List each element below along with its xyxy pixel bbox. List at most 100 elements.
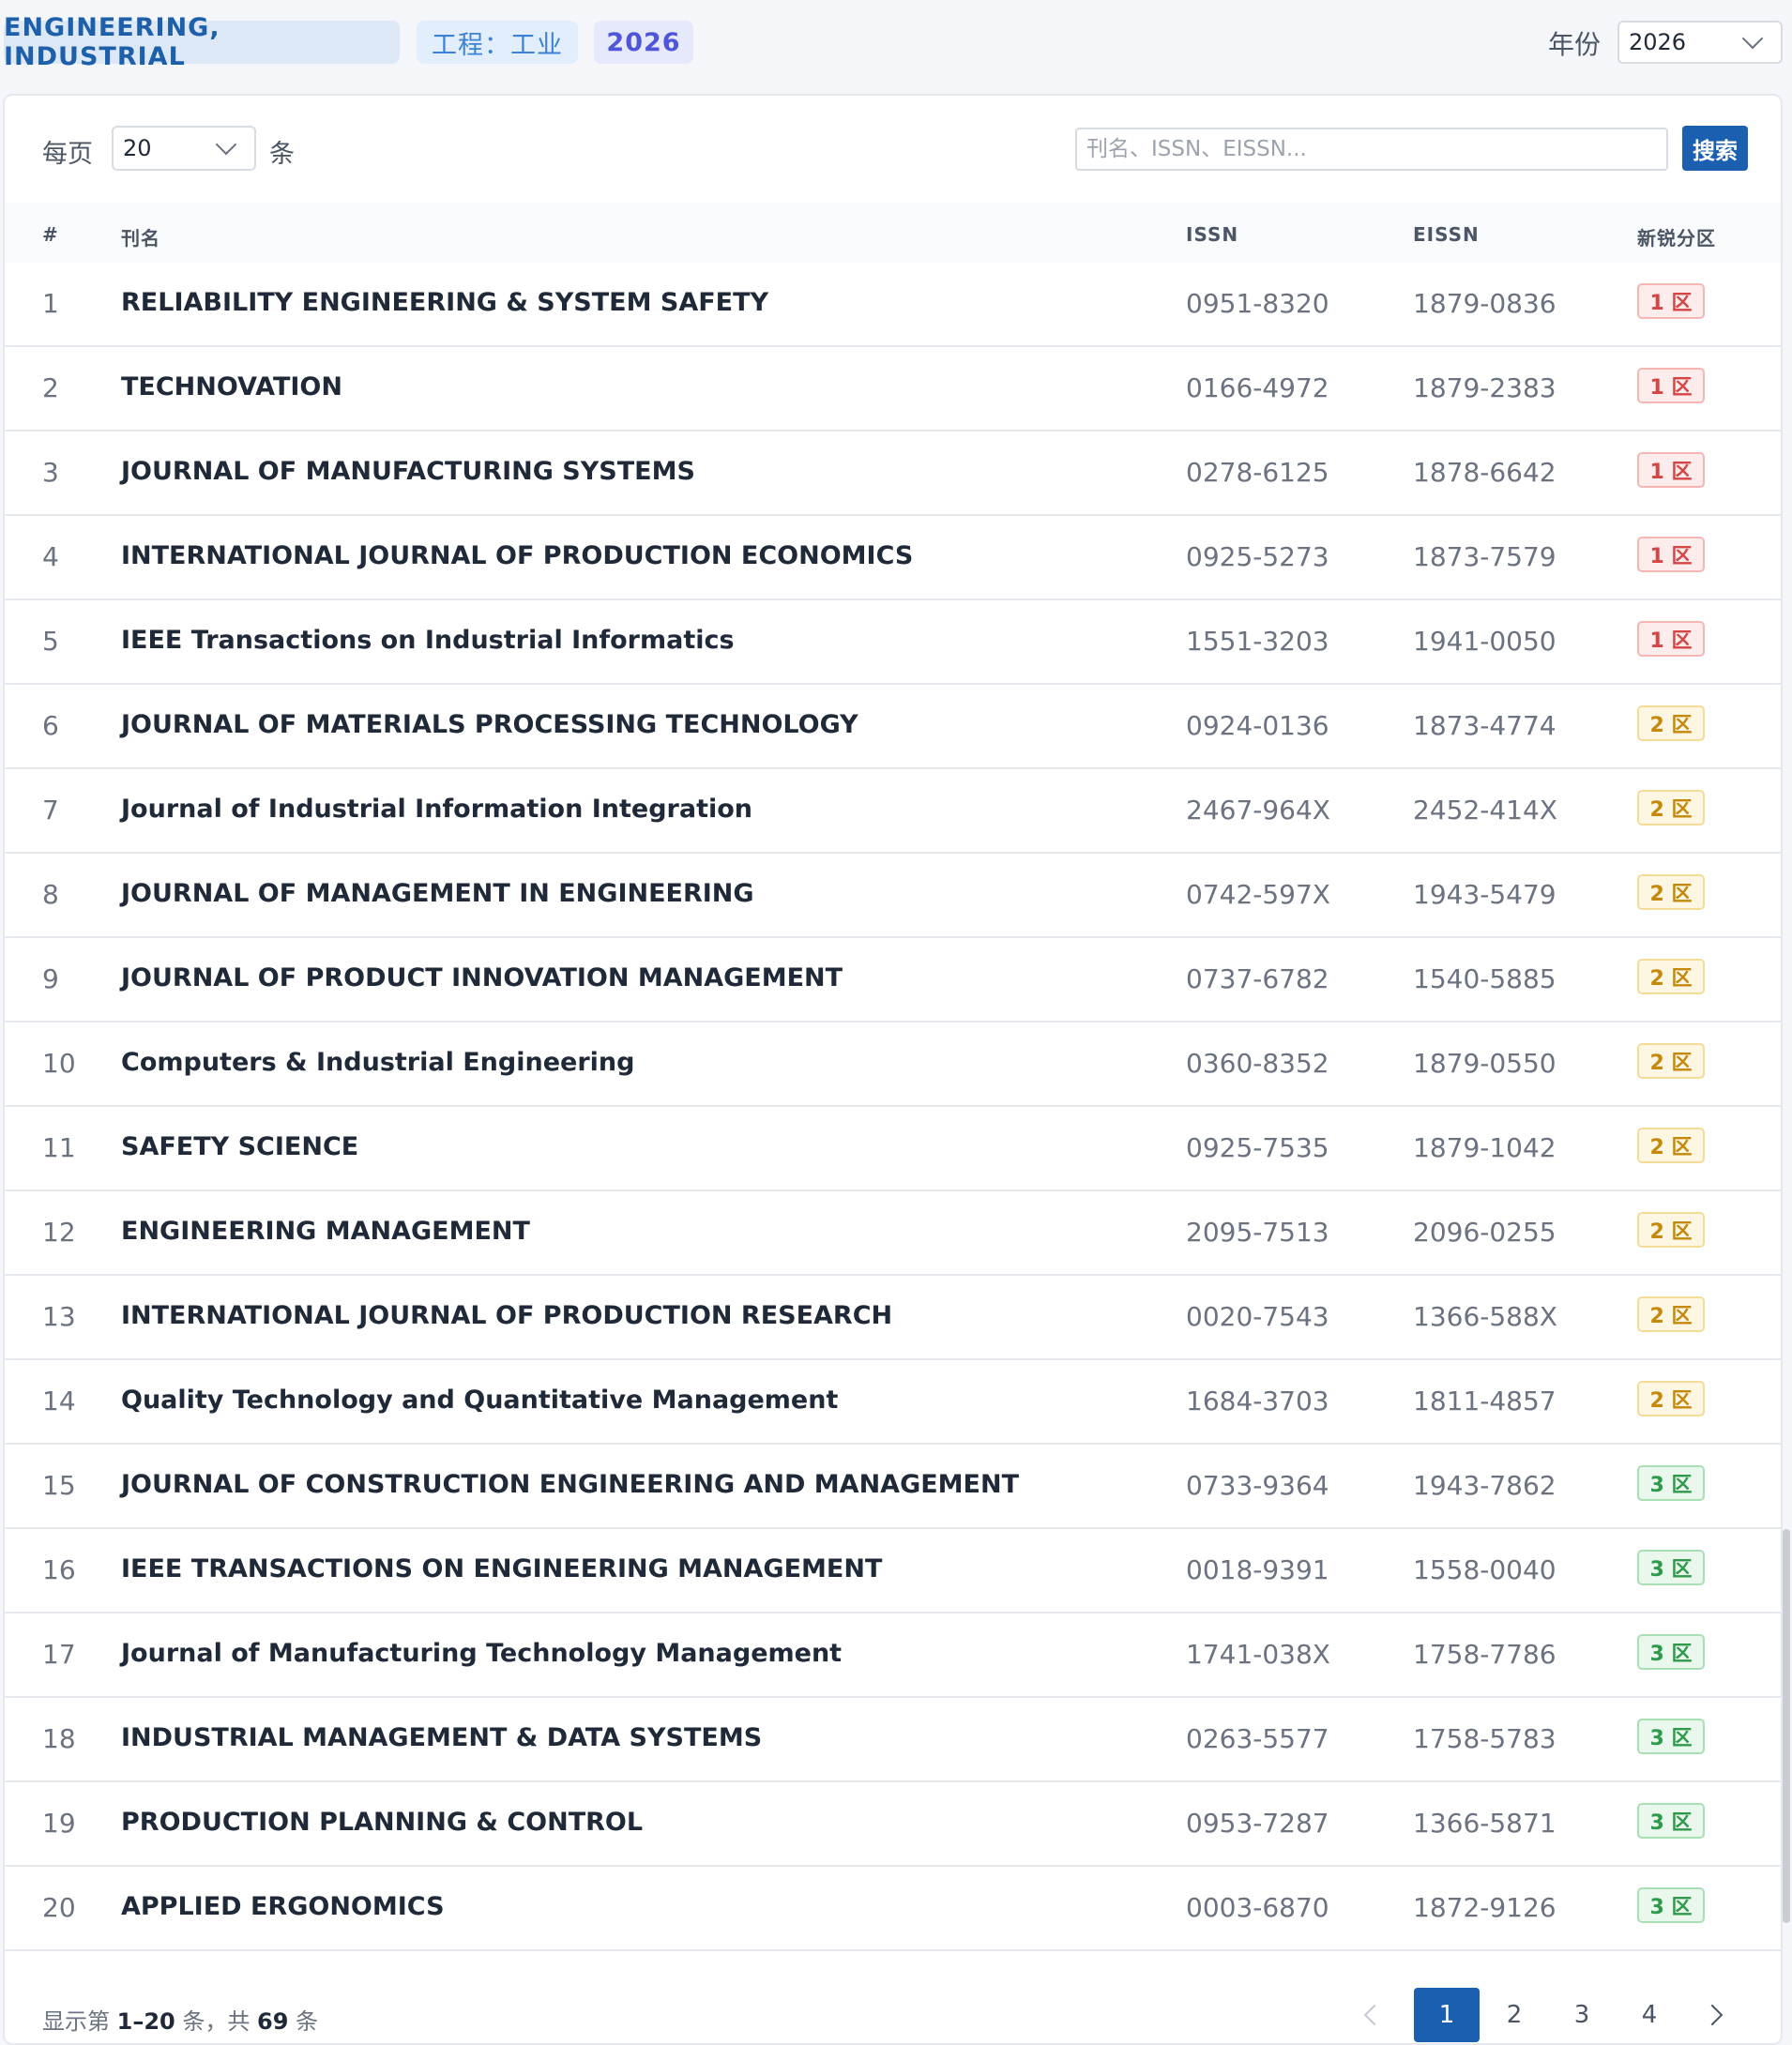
table-row[interactable]: 17 Journal of Manufacturing Technology Ma… xyxy=(5,1613,1781,1698)
issn-cell: 0742-597X xyxy=(1186,879,1330,910)
zone-badge: 1 区 xyxy=(1637,283,1705,319)
toolbar: 每页 20 条 搜索 xyxy=(5,96,1781,204)
eissn-cell: 1943-7862 xyxy=(1413,1470,1557,1501)
journal-name-link[interactable]: INTERNATIONAL JOURNAL OF PRODUCTION RESE… xyxy=(121,1301,893,1330)
summary-range: 1–20 xyxy=(116,2008,175,2035)
table-header: # 刊名 ISSN EISSN 新锐分区 xyxy=(5,203,1781,263)
eissn-cell: 1811-4857 xyxy=(1413,1386,1557,1416)
search-input[interactable] xyxy=(1075,128,1668,171)
zone-badge: 2 区 xyxy=(1637,874,1705,910)
journal-name-link[interactable]: APPLIED ERGONOMICS xyxy=(121,1892,445,1921)
table-row[interactable]: 6 JOURNAL OF MATERIALS PROCESSING TECHNOL… xyxy=(5,685,1781,769)
eissn-cell: 1758-5783 xyxy=(1413,1723,1557,1754)
pagination-next[interactable] xyxy=(1693,1988,1731,2042)
table-row[interactable]: 7 Journal of Industrial Information Integ… xyxy=(5,769,1781,854)
column-header-name: 刊名 xyxy=(121,227,160,250)
table-row[interactable]: 14 Quality Technology and Quantitative Ma… xyxy=(5,1360,1781,1445)
zone-badge: 2 区 xyxy=(1637,1212,1705,1248)
pagination-page-3[interactable]: 3 xyxy=(1573,2001,1590,2029)
eissn-cell: 2096-0255 xyxy=(1413,1217,1557,1248)
table-row[interactable]: 19 PRODUCTION PLANNING & CONTROL 0953-7287… xyxy=(5,1782,1781,1867)
column-header-zone: 新锐分区 xyxy=(1637,227,1716,250)
journal-name-link[interactable]: TECHNOVATION xyxy=(121,372,342,401)
table-row[interactable]: 1 RELIABILITY ENGINEERING & SYSTEM SAFETY… xyxy=(5,263,1781,347)
search-button[interactable]: 搜索 xyxy=(1682,126,1748,171)
zone-badge: 2 区 xyxy=(1637,1296,1705,1332)
row-index: 11 xyxy=(42,1132,76,1163)
journal-name-link[interactable]: JOURNAL OF CONSTRUCTION ENGINEERING AND … xyxy=(121,1470,1019,1499)
journal-name-link[interactable]: JOURNAL OF PRODUCT INNOVATION MANAGEMENT xyxy=(121,963,843,992)
table-row[interactable]: 18 INDUSTRIAL MANAGEMENT & DATA SYSTEMS 02… xyxy=(5,1698,1781,1782)
zone-badge: 2 区 xyxy=(1637,790,1705,826)
table-row[interactable]: 12 ENGINEERING MANAGEMENT 2095-7513 2096-02… xyxy=(5,1191,1781,1276)
subject-cn-tag: 工程：工业 xyxy=(417,21,578,64)
row-index: 9 xyxy=(42,963,59,994)
table-row[interactable]: 15 JOURNAL OF CONSTRUCTION ENGINEERING AN… xyxy=(5,1445,1781,1529)
issn-cell: 0003-6870 xyxy=(1186,1892,1329,1923)
zone-badge: 1 区 xyxy=(1637,537,1705,572)
table-row[interactable]: 8 JOURNAL OF MANAGEMENT IN ENGINEERING 074… xyxy=(5,854,1781,938)
pagination-summary: 显示第 1–20 条，共 69 条 xyxy=(42,2003,318,2036)
journal-name-link[interactable]: IEEE TRANSACTIONS ON ENGINEERING MANAGEM… xyxy=(121,1554,883,1583)
pagination-page-4[interactable]: 4 xyxy=(1641,2001,1658,2029)
journal-name-link[interactable]: JOURNAL OF MANAGEMENT IN ENGINEERING xyxy=(121,879,754,908)
journal-name-link[interactable]: Journal of Industrial Information Integr… xyxy=(121,795,753,824)
table-row[interactable]: 20 APPLIED ERGONOMICS 0003-6870 1872-9126 3 … xyxy=(5,1867,1781,1951)
journal-name-link[interactable]: IEEE Transactions on Industrial Informat… xyxy=(121,626,735,655)
zone-badge: 2 区 xyxy=(1637,1381,1705,1416)
top-bar: ENGINEERING, INDUSTRIAL 工程：工业 2026 年份 20… xyxy=(0,0,1792,90)
journal-name-link[interactable]: Journal of Manufacturing Technology Mana… xyxy=(121,1639,843,1668)
table-row[interactable]: 4 INTERNATIONAL JOURNAL OF PRODUCTION ECO… xyxy=(5,516,1781,600)
row-index: 18 xyxy=(42,1723,76,1754)
pagination-prev[interactable] xyxy=(1356,1988,1393,2042)
issn-cell: 0360-8352 xyxy=(1186,1048,1329,1079)
eissn-cell: 1879-1042 xyxy=(1413,1132,1557,1163)
table-row[interactable]: 11 SAFETY SCIENCE 0925-7535 1879-1042 2 区 xyxy=(5,1107,1781,1191)
pagination-page-2[interactable]: 2 xyxy=(1506,2001,1523,2029)
row-index: 12 xyxy=(42,1217,76,1248)
table-row[interactable]: 16 IEEE TRANSACTIONS ON ENGINEERING MANAG… xyxy=(5,1529,1781,1613)
eissn-cell: 1879-0550 xyxy=(1413,1048,1557,1079)
row-index: 16 xyxy=(42,1554,76,1585)
table-body: 1 RELIABILITY ENGINEERING & SYSTEM SAFETY… xyxy=(5,263,1781,1951)
journal-name-link[interactable]: INDUSTRIAL MANAGEMENT & DATA SYSTEMS xyxy=(121,1723,763,1752)
table-row[interactable]: 3 JOURNAL OF MANUFACTURING SYSTEMS 0278-61… xyxy=(5,432,1781,516)
chevron-down-icon xyxy=(215,133,237,156)
year-select[interactable]: 2026 xyxy=(1617,21,1783,64)
journal-name-link[interactable]: ENGINEERING MANAGEMENT xyxy=(121,1217,530,1246)
table-row[interactable]: 2 TECHNOVATION 0166-4972 1879-2383 1 区 xyxy=(5,347,1781,432)
journal-name-link[interactable]: INTERNATIONAL JOURNAL OF PRODUCTION ECON… xyxy=(121,541,914,570)
table-row[interactable]: 10 Computers & Industrial Engineering 0360… xyxy=(5,1022,1781,1107)
eissn-cell: 1879-2383 xyxy=(1413,372,1557,403)
row-index: 20 xyxy=(42,1892,76,1923)
year-badge: 2026 xyxy=(594,21,693,64)
eissn-cell: 1879-0836 xyxy=(1413,288,1557,319)
journal-name-link[interactable]: SAFETY SCIENCE xyxy=(121,1132,359,1161)
table-row[interactable]: 9 JOURNAL OF PRODUCT INNOVATION MANAGEMEN… xyxy=(5,938,1781,1022)
journal-name-link[interactable]: PRODUCTION PLANNING & CONTROL xyxy=(121,1808,644,1837)
journal-name-link[interactable]: JOURNAL OF MATERIALS PROCESSING TECHNOLO… xyxy=(121,710,858,739)
journal-name-link[interactable]: Quality Technology and Quantitative Mana… xyxy=(121,1386,839,1415)
pagination-page-1[interactable]: 1 xyxy=(1414,1988,1480,2042)
journal-name-link[interactable]: Computers & Industrial Engineering xyxy=(121,1048,635,1077)
row-index: 3 xyxy=(42,457,59,488)
journal-name-link[interactable]: JOURNAL OF MANUFACTURING SYSTEMS xyxy=(121,457,695,486)
row-index: 5 xyxy=(42,626,59,657)
journal-name-link[interactable]: RELIABILITY ENGINEERING & SYSTEM SAFETY xyxy=(121,288,769,317)
page-scrollbar[interactable] xyxy=(1783,1529,1790,1923)
eissn-cell: 1873-4774 xyxy=(1413,710,1557,741)
issn-cell: 0018-9391 xyxy=(1186,1554,1329,1585)
issn-cell: 0737-6782 xyxy=(1186,963,1329,994)
issn-cell: 0278-6125 xyxy=(1186,457,1329,488)
table-row[interactable]: 13 INTERNATIONAL JOURNAL OF PRODUCTION RE… xyxy=(5,1276,1781,1360)
issn-cell: 0925-7535 xyxy=(1186,1132,1329,1163)
chevron-left-icon xyxy=(1363,2004,1386,2026)
issn-cell: 0924-0136 xyxy=(1186,710,1329,741)
per-page-unit: 条 xyxy=(269,140,295,169)
per-page-select[interactable]: 20 xyxy=(112,126,256,171)
eissn-cell: 1366-5871 xyxy=(1413,1808,1557,1839)
eissn-cell: 1540-5885 xyxy=(1413,963,1557,994)
zone-badge: 3 区 xyxy=(1637,1465,1705,1501)
eissn-cell: 1941-0050 xyxy=(1413,626,1557,657)
table-row[interactable]: 5 IEEE Transactions on Industrial Informa… xyxy=(5,600,1781,685)
